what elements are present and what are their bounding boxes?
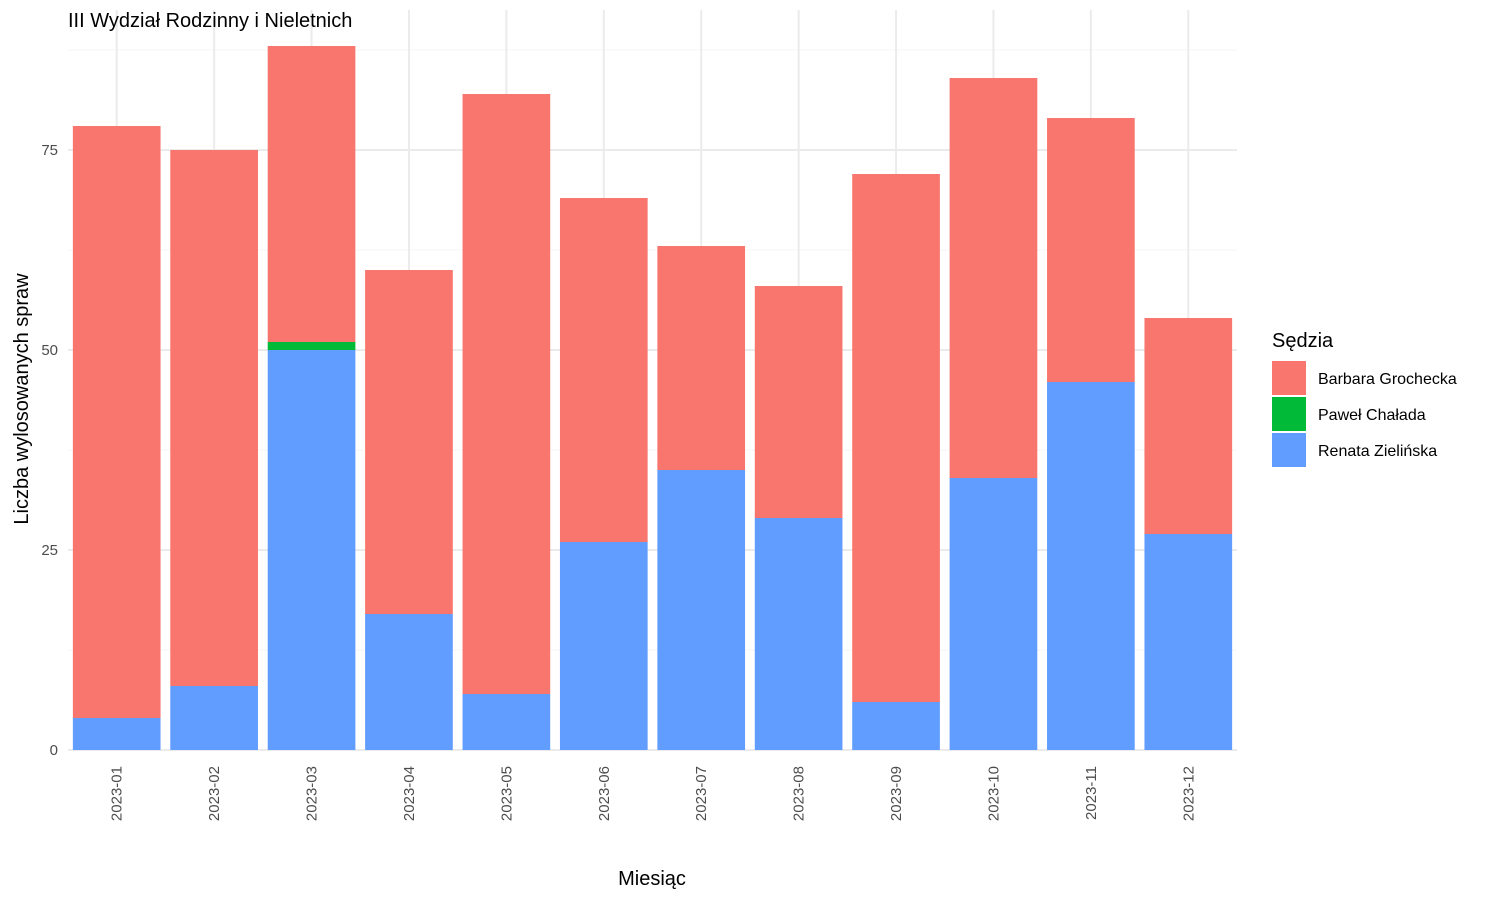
- legend-label: Barbara Grochecka: [1318, 371, 1457, 388]
- bar-segment: [170, 686, 258, 750]
- legend-label: Renata Zielińska: [1318, 443, 1437, 460]
- x-tick-label: 2023-12: [1180, 766, 1197, 821]
- bar-segment: [170, 150, 258, 686]
- bar-segment: [365, 614, 453, 750]
- y-tick-label: 25: [41, 542, 58, 559]
- bar-segment: [267, 46, 356, 342]
- bar-segment: [365, 270, 453, 614]
- chart-title: III Wydział Rodzinny i Nieletnich: [68, 10, 352, 32]
- x-tick-label: 2023-01: [109, 766, 126, 821]
- y-tick-label: 75: [41, 142, 58, 159]
- legend-swatch: [1272, 397, 1306, 431]
- legend-swatch: [1272, 433, 1306, 467]
- bar-segment: [267, 350, 356, 750]
- bar-segment: [852, 174, 940, 702]
- bars: [72, 46, 1233, 750]
- x-tick-label: 2023-07: [693, 766, 710, 821]
- x-tick-label: 2023-09: [888, 766, 905, 821]
- x-tick-label: 2023-02: [206, 766, 223, 821]
- x-tick-label: 2023-10: [985, 766, 1002, 821]
- x-axis-title: Miesiąc: [618, 868, 686, 890]
- bar-segment: [267, 342, 356, 350]
- bar-segment: [754, 286, 843, 518]
- x-tick-label: 2023-03: [304, 766, 321, 821]
- bar-segment: [949, 78, 1038, 478]
- bar-segment: [949, 478, 1038, 750]
- bar-segment: [1144, 534, 1233, 750]
- bar-segment: [559, 198, 648, 542]
- bar-segment: [1047, 382, 1135, 750]
- legend-swatch: [1272, 361, 1306, 395]
- bar-segment: [754, 518, 843, 750]
- x-tick-label: 2023-11: [1083, 766, 1100, 820]
- bar-segment: [852, 702, 940, 750]
- bar-segment: [462, 94, 551, 694]
- bar-segment: [1047, 118, 1135, 382]
- legend-items: Barbara Grochecka Paweł Chałada Renata Zie…: [1272, 361, 1457, 467]
- legend-item: Barbara Grochecka: [1272, 361, 1457, 395]
- y-tick-label: 50: [41, 342, 58, 359]
- x-tick-label: 2023-08: [791, 766, 808, 821]
- y-tick-label: 0: [50, 742, 58, 759]
- bar-segment: [72, 126, 161, 718]
- bar-segment: [657, 470, 746, 750]
- x-tick-label: 2023-05: [498, 766, 515, 821]
- x-tick-label: 2023-04: [401, 766, 418, 821]
- bar-segment: [1144, 318, 1233, 534]
- x-tick-label: 2023-06: [596, 766, 613, 821]
- bar-segment: [657, 246, 746, 470]
- legend-title: Sędzia: [1272, 330, 1334, 352]
- x-axis-ticks: 2023-01 2023-02 2023-03 2023-04 2023-05 2023-…: [109, 766, 1198, 821]
- legend-item: Renata Zielińska: [1272, 433, 1437, 467]
- bar-segment: [72, 718, 161, 750]
- legend: Sędzia Barbara Grochecka Paweł Chałada Ren…: [1272, 330, 1457, 467]
- bar-segment: [462, 694, 551, 750]
- bar-segment: [559, 542, 648, 750]
- y-axis-title: Liczba wylosowanych spraw: [11, 273, 33, 525]
- legend-label: Paweł Chałada: [1318, 407, 1426, 424]
- y-axis-ticks: 0 25 50 75: [41, 142, 58, 759]
- legend-item: Paweł Chałada: [1272, 397, 1426, 431]
